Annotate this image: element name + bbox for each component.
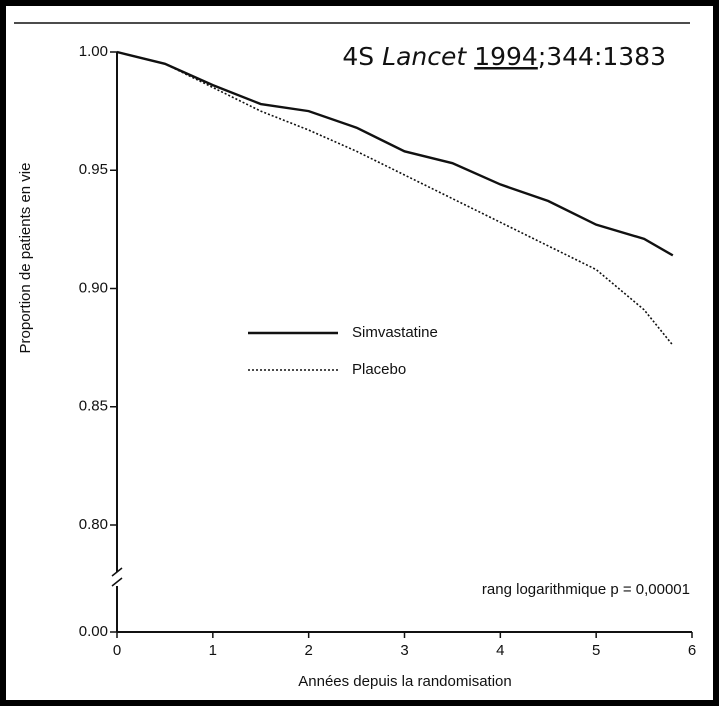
x-tick-label: 2	[304, 642, 312, 659]
x-tick-label: 4	[496, 642, 504, 659]
x-tick-label: 6	[688, 642, 696, 659]
legend-label: Placebo	[352, 361, 406, 378]
x-tick-label: 0	[113, 642, 121, 659]
y-axis-label: Proportion de patients en vie	[17, 163, 34, 354]
x-tick-label: 5	[592, 642, 600, 659]
citation-year: 1994	[474, 42, 538, 71]
y-tick-label: 0.85	[79, 398, 108, 415]
citation-ref: ;344:1383	[538, 42, 666, 71]
chart-frame: 4S Lancet 1994;344:1383 Proportion de pati…	[6, 6, 713, 700]
y-tick-label: 0.95	[79, 161, 108, 178]
annotation: rang logarithmique p = 0,00001	[482, 581, 690, 598]
series-line	[116, 51, 674, 346]
y-tick-label: 1.00	[79, 43, 108, 60]
chart: 4S Lancet 1994;344:1383 Proportion de pati…	[14, 22, 696, 690]
x-tick-label: 1	[209, 642, 217, 659]
legend-label: Simvastatine	[352, 324, 438, 341]
axis-break	[111, 567, 123, 577]
y-tick-label: 0.00	[79, 623, 108, 640]
citation-study: 4S	[342, 42, 374, 71]
x-axis-label: Années depuis la randomisation	[298, 673, 511, 690]
citation: 4S Lancet 1994;344:1383	[342, 42, 666, 71]
y-tick-label: 0.90	[79, 279, 108, 296]
y-tick-label: 0.80	[79, 516, 108, 533]
citation-journal: Lancet	[382, 42, 467, 71]
series-line	[116, 50, 674, 257]
axis-break	[111, 577, 123, 587]
x-tick-label: 3	[400, 642, 408, 659]
